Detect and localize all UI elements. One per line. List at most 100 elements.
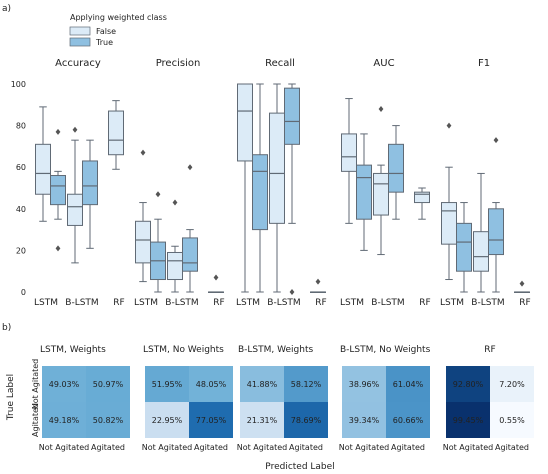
- box-body: [108, 110, 124, 156]
- box-body: [373, 172, 389, 216]
- panel-title: AUC: [373, 58, 394, 69]
- x-tick-label: RF: [113, 298, 124, 308]
- heatmap-title: LSTM, Weights: [40, 345, 106, 355]
- box-lstm-true: [356, 133, 372, 251]
- box-lstm-true: [150, 191, 166, 293]
- heatmap-title: B-LSTM, No Weights: [340, 345, 431, 355]
- heatmap-col-label: Agitated: [289, 443, 323, 452]
- box-body: [414, 191, 430, 204]
- boxplot-panel: F1 LSTM B-LSTM RF: [440, 58, 531, 308]
- outlier-point: [155, 191, 161, 198]
- panel-label-a: a): [2, 4, 11, 14]
- outlier-point: [172, 199, 178, 206]
- box-b-lstm-true: [182, 164, 198, 293]
- x-tick-label: B-LSTM: [267, 298, 300, 308]
- heatmap-col-label: Agitated: [194, 443, 228, 452]
- x-tick-label: RF: [315, 298, 326, 308]
- heatmap-cell: [145, 366, 189, 402]
- x-tick-label: RF: [519, 298, 530, 308]
- heatmap-cell-label: 92.80%: [453, 380, 484, 389]
- heatmap-col-label: Not Agitated: [39, 443, 90, 452]
- heatmap-cell-label: 7.20%: [499, 380, 525, 389]
- legend-label-true: True: [95, 38, 113, 47]
- heatmap-cell-label: 99.45%: [453, 416, 484, 425]
- heatmap-col-label: Agitated: [495, 443, 529, 452]
- x-tick-label: B-LSTM: [65, 298, 98, 308]
- heatmap-cell: [240, 402, 284, 438]
- heatmap-cell: [284, 402, 328, 438]
- outlier-point: [378, 105, 384, 112]
- box-body: [269, 112, 285, 224]
- outlier-point: [493, 137, 499, 144]
- box-b-lstm-false: [167, 199, 183, 293]
- heatmap-col-label: Agitated: [391, 443, 425, 452]
- x-tick-label: RF: [213, 298, 224, 308]
- box-body: [135, 220, 151, 264]
- box-rf-false: [414, 187, 430, 220]
- outlier-point: [187, 164, 193, 171]
- box-body: [35, 143, 51, 195]
- heatmap-cell-label: 60.66%: [393, 416, 424, 425]
- heatmap-cell-label: 22.95%: [152, 416, 183, 425]
- y-tick-label: 60: [16, 163, 26, 172]
- x-tick-label: LSTM: [134, 298, 158, 308]
- heatmap-cell: [86, 366, 130, 402]
- box-body: [167, 251, 183, 281]
- heatmap-cell-label: 58.12%: [291, 380, 322, 389]
- box-lstm-false: [135, 149, 151, 283]
- box-b-lstm-false: [269, 83, 285, 293]
- box-b-lstm-false: [473, 172, 489, 293]
- heatmap-cell-label: 0.55%: [499, 416, 525, 425]
- heatmap-col-label: Not Agitated: [237, 443, 288, 452]
- box-body: [50, 175, 66, 206]
- heatmap-cell-label: 77.05%: [196, 416, 227, 425]
- outlier-point: [446, 122, 452, 129]
- y-tick-label: 0: [21, 288, 26, 297]
- heatmap-cell-label: 61.04%: [393, 380, 424, 389]
- outlier-point: [55, 128, 61, 135]
- x-tick-label: LSTM: [340, 298, 364, 308]
- heatmap-cell: [342, 402, 386, 438]
- box-body: [473, 231, 489, 272]
- heatmap-cell-label: 49.18%: [49, 416, 80, 425]
- heatmap-cell: [86, 402, 130, 438]
- box-body: [456, 222, 472, 272]
- heatmap-title: RF: [484, 345, 495, 355]
- box-b-lstm-true: [488, 137, 504, 293]
- heatmap-col-label: Not Agitated: [339, 443, 390, 452]
- box-lstm-false: [341, 98, 357, 224]
- box-rf-false: [208, 274, 224, 293]
- outlier-point: [72, 126, 78, 133]
- heatmap-cell: [386, 366, 430, 402]
- heatmap-cell: [490, 366, 534, 402]
- box-lstm-true: [456, 202, 472, 293]
- heatmap-cell: [284, 366, 328, 402]
- heatmap-cell: [240, 366, 284, 402]
- x-tick-label: LSTM: [440, 298, 464, 308]
- heatmap-cell: [189, 402, 233, 438]
- boxplot-panel: Accuracy 0 20 40 60 80 100 LSTM B-LSTM RF: [11, 58, 125, 308]
- heatmap-cell: [490, 402, 534, 438]
- heatmap-col-label: Agitated: [91, 443, 125, 452]
- x-tick-label: B-LSTM: [371, 298, 404, 308]
- outlier-point: [55, 245, 61, 252]
- legend-swatch-false: [69, 26, 91, 36]
- box-body: [356, 164, 372, 220]
- heatmap-cell-label: 50.82%: [93, 416, 124, 425]
- box-body: [67, 193, 83, 226]
- outlier-point: [289, 289, 295, 295]
- heatmap: LSTM, No Weights 51.95% 48.05% 22.95% 77.05%…: [142, 345, 233, 452]
- x-tick-label: LSTM: [236, 298, 260, 308]
- heatmap-cell-label: 39.34%: [349, 416, 380, 425]
- heatmap-cell-label: 48.05%: [196, 380, 227, 389]
- heatmap: RF 92.80% 7.20% 99.45% 0.55% Not Agitated Agit…: [443, 345, 534, 452]
- heatmap-row-label: Not Agitated: [31, 359, 40, 410]
- box-lstm-false: [441, 122, 457, 281]
- heatmap-col-label: Not Agitated: [443, 443, 494, 452]
- boxplot-panel: AUC LSTM B-LSTM RF: [340, 58, 431, 308]
- outlier-point: [213, 274, 219, 281]
- outlier-point: [519, 280, 525, 287]
- panel-title: F1: [478, 58, 490, 69]
- heatmap-panels: LSTM, Weights 49.03% 50.97% 49.18% 50.82% Not…: [31, 345, 534, 452]
